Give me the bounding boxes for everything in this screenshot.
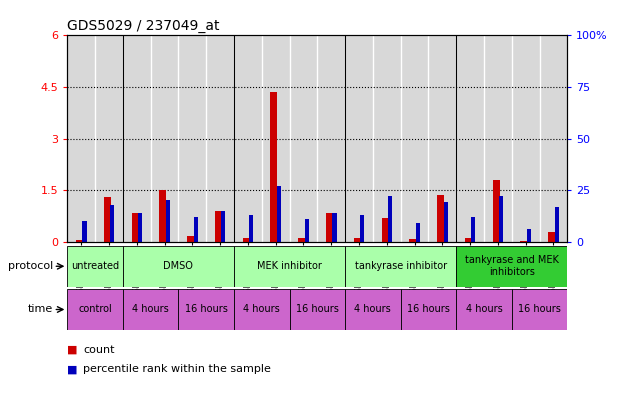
Bar	[326, 213, 333, 242]
Bar	[187, 235, 194, 242]
Bar	[110, 204, 114, 242]
Bar	[345, 246, 456, 287]
Bar	[345, 289, 401, 330]
Text: ■: ■	[67, 364, 78, 375]
Bar	[215, 211, 222, 242]
Text: 16 hours: 16 hours	[296, 305, 338, 314]
Bar	[540, 35, 567, 242]
Bar	[290, 35, 317, 242]
Text: control: control	[78, 305, 112, 314]
Text: 16 hours: 16 hours	[185, 305, 228, 314]
Bar	[554, 207, 559, 242]
Bar	[437, 195, 444, 242]
Bar	[520, 241, 528, 242]
Text: count: count	[83, 345, 115, 355]
Text: MEK inhibitor: MEK inhibitor	[257, 261, 322, 271]
Bar	[249, 215, 253, 242]
Bar	[83, 221, 87, 242]
Bar	[527, 229, 531, 242]
Text: 16 hours: 16 hours	[407, 305, 450, 314]
Bar	[499, 196, 503, 242]
Bar	[206, 35, 234, 242]
Bar	[428, 35, 456, 242]
Text: tankyrase and MEK
inhibitors: tankyrase and MEK inhibitors	[465, 255, 559, 277]
Bar	[381, 218, 388, 242]
Bar	[548, 232, 555, 242]
Bar	[104, 197, 111, 242]
Bar	[388, 196, 392, 242]
Bar	[262, 35, 290, 242]
Bar	[160, 190, 166, 242]
Bar	[465, 238, 472, 242]
Bar	[131, 213, 138, 242]
Bar	[178, 35, 206, 242]
Text: GDS5029 / 237049_at: GDS5029 / 237049_at	[67, 19, 220, 33]
Bar	[123, 246, 234, 287]
Bar	[345, 35, 373, 242]
Bar	[354, 237, 361, 242]
Bar	[166, 200, 170, 242]
Bar	[401, 289, 456, 330]
Bar	[512, 35, 540, 242]
Bar	[194, 217, 197, 242]
Bar	[484, 35, 512, 242]
Bar	[373, 35, 401, 242]
Text: untreated: untreated	[71, 261, 119, 271]
Bar	[456, 289, 512, 330]
Text: time: time	[28, 305, 53, 314]
Bar	[277, 186, 281, 242]
Bar	[290, 289, 345, 330]
Bar	[95, 35, 123, 242]
Bar	[360, 215, 364, 242]
Text: 4 hours: 4 hours	[465, 305, 503, 314]
Bar	[123, 35, 151, 242]
Bar	[298, 237, 305, 242]
Text: 16 hours: 16 hours	[518, 305, 561, 314]
Bar	[243, 237, 249, 242]
Text: 4 hours: 4 hours	[244, 305, 280, 314]
Bar	[456, 35, 484, 242]
Text: ■: ■	[67, 345, 78, 355]
Bar	[151, 35, 178, 242]
Text: 4 hours: 4 hours	[132, 305, 169, 314]
Bar	[271, 92, 278, 242]
Bar	[512, 289, 567, 330]
Bar	[317, 35, 345, 242]
Bar	[221, 211, 226, 242]
Text: 4 hours: 4 hours	[354, 305, 391, 314]
Text: percentile rank within the sample: percentile rank within the sample	[83, 364, 271, 375]
Bar	[178, 289, 234, 330]
Bar	[333, 213, 337, 242]
Bar	[123, 289, 178, 330]
Text: DMSO: DMSO	[163, 261, 194, 271]
Bar	[76, 240, 83, 242]
Bar	[234, 35, 262, 242]
Bar	[67, 246, 123, 287]
Bar	[67, 35, 95, 242]
Bar	[493, 180, 499, 242]
Bar	[416, 223, 420, 242]
Text: protocol: protocol	[8, 261, 53, 271]
Bar	[138, 213, 142, 242]
Bar	[444, 202, 447, 242]
Bar	[456, 246, 567, 287]
Bar	[67, 289, 123, 330]
Bar	[401, 35, 428, 242]
Bar	[304, 219, 309, 242]
Bar	[410, 239, 416, 242]
Bar	[471, 217, 476, 242]
Text: tankyrase inhibitor: tankyrase inhibitor	[354, 261, 447, 271]
Bar	[234, 246, 345, 287]
Bar	[234, 289, 290, 330]
